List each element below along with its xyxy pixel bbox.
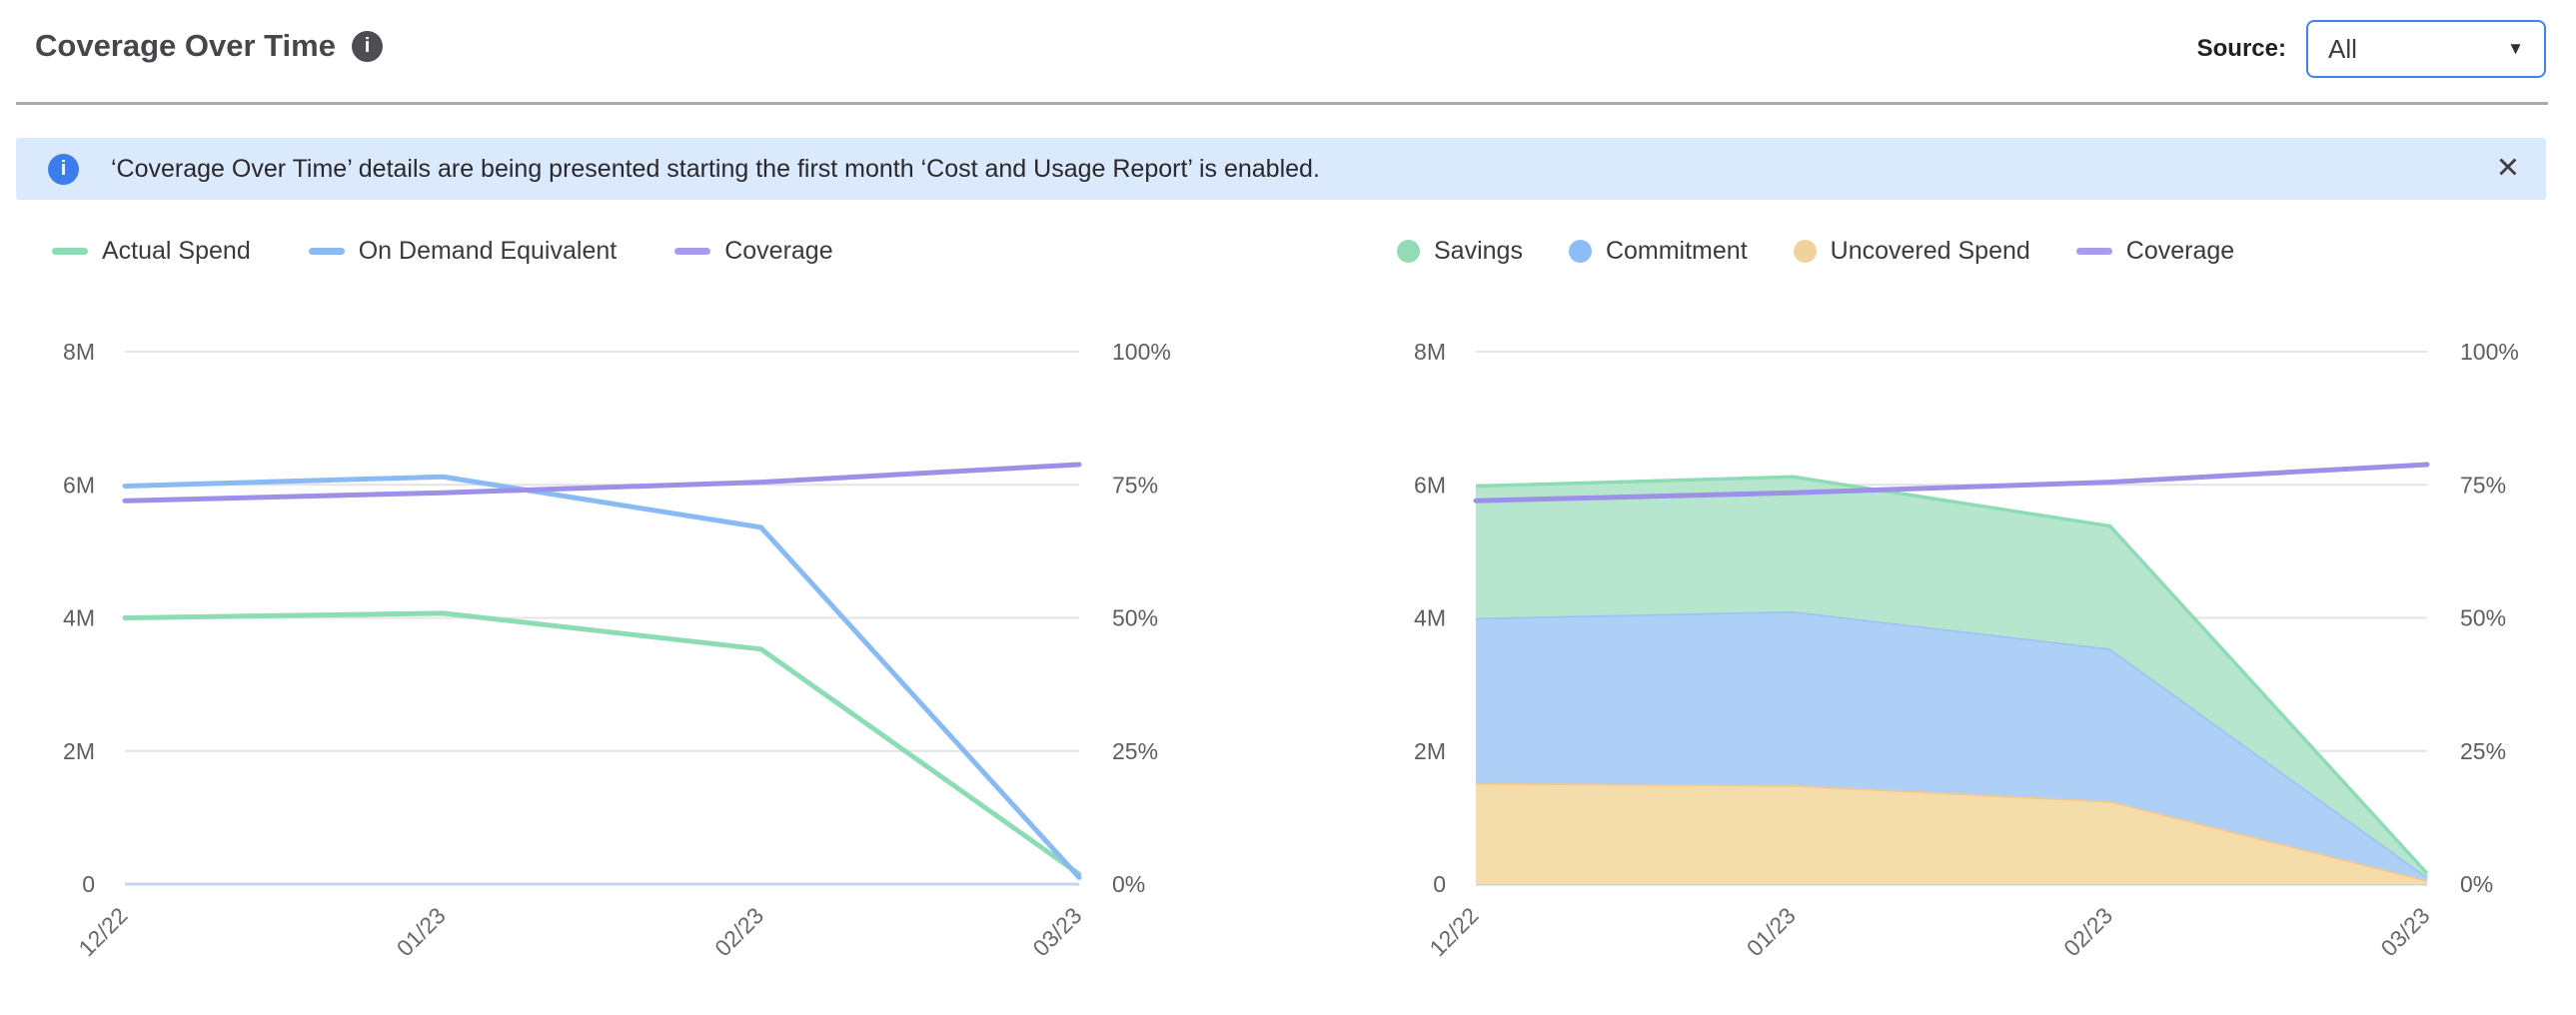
x-axis-tick: 12/22 [1424, 902, 1483, 961]
legend-item-coverage[interactable]: Coverage [674, 237, 833, 266]
y-axis-tick-right: 75% [2460, 472, 2506, 498]
legend-item-on-demand-equivalent[interactable]: On Demand Equivalent [308, 237, 618, 266]
commitment-legend-marker [1568, 240, 1592, 263]
legend-label: Commitment [1605, 237, 1748, 265]
savings-legend-marker [1397, 240, 1420, 263]
y-axis-tick-right: 100% [2460, 339, 2519, 365]
y-axis-tick-right: 25% [2460, 738, 2506, 764]
actual-spend-line [122, 610, 1082, 877]
x-axis-tick: 03/23 [2375, 902, 2434, 961]
on-demand-equivalent-legend-marker [308, 248, 345, 255]
y-axis-tick-left: 6M [63, 472, 95, 498]
right-chart: 8M 100% 6M 75% 4M 50% 2M 25% 0 0% 12/22 01/23 02/23 0… [1414, 339, 2519, 961]
y-axis-tick-right: 50% [1112, 605, 1158, 631]
source-dropdown-value: All [2328, 33, 2357, 64]
source-dropdown[interactable]: All ▼ [2306, 20, 2546, 78]
legend-label: On Demand Equivalent [358, 237, 618, 265]
legend-label: Actual Spend [102, 237, 251, 265]
banner-close-icon[interactable]: ✕ [2495, 152, 2520, 185]
banner-text: ‘Coverage Over Time’ details are being p… [111, 154, 1320, 183]
x-axis-tick: 03/23 [1027, 902, 1086, 961]
y-axis-tick-left: 2M [1414, 738, 1446, 764]
coverage-legend-marker [2075, 248, 2112, 255]
header-divider [16, 102, 2548, 105]
legend-label: Uncovered Spend [1830, 237, 2030, 265]
y-axis-tick-right: 0% [1112, 871, 1145, 897]
legend-label: Coverage [724, 237, 833, 265]
right-chart-legend: Savings Commitment Uncovered Spend Coverage [1397, 237, 2234, 266]
chevron-down-icon: ▼ [2507, 39, 2524, 58]
legend-item-coverage[interactable]: Coverage [2075, 237, 2235, 266]
x-axis-tick: 02/23 [2058, 902, 2117, 961]
commitment-area [1476, 610, 2427, 881]
legend-item-actual-spend[interactable]: Actual Spend [52, 237, 251, 266]
legend-label: Savings [1434, 237, 1523, 265]
y-axis-tick-right: 0% [2460, 871, 2493, 897]
x-axis-tick: 01/23 [392, 902, 451, 961]
legend-item-uncovered-spend[interactable]: Uncovered Spend [1793, 237, 2030, 266]
left-chart-legend: Actual Spend On Demand Equivalent Coverage [52, 237, 833, 266]
coverage-line [1473, 462, 2430, 504]
y-axis-tick-left: 8M [63, 339, 95, 365]
legend-item-commitment[interactable]: Commitment [1568, 237, 1748, 266]
savings-area-edge [1475, 475, 2429, 875]
panel-header: Coverage Over Time i [35, 28, 383, 64]
y-axis-tick-right: 25% [1112, 738, 1158, 764]
y-axis-tick-right: 100% [1112, 339, 1171, 365]
banner-info-icon: i [48, 153, 79, 185]
savings-area [1476, 477, 2427, 877]
coverage-legend-marker [674, 248, 711, 255]
y-axis-tick-right: 50% [2460, 605, 2506, 631]
y-axis-tick-left: 6M [1414, 472, 1446, 498]
on-demand-equivalent-line [122, 474, 1082, 880]
source-control: Source: All ▼ [2197, 20, 2546, 78]
x-axis-tick: 12/22 [73, 902, 132, 961]
page-title: Coverage Over Time [35, 28, 336, 63]
y-axis-tick-left: 0 [82, 871, 95, 897]
y-axis-tick-left: 4M [63, 605, 95, 631]
legend-item-savings[interactable]: Savings [1397, 237, 1523, 266]
y-axis-tick-right: 75% [1112, 472, 1158, 498]
title-info-icon[interactable]: i [351, 30, 383, 62]
actual-spend-legend-marker [52, 248, 88, 255]
uncovered-spend-area [1476, 782, 2427, 884]
x-axis-tick: 01/23 [1742, 902, 1801, 961]
y-axis-tick-left: 2M [63, 738, 95, 764]
y-axis-tick-left: 8M [1414, 339, 1446, 365]
uncovered-spend-legend-marker [1793, 240, 1817, 263]
left-chart: 8M 100% 6M 75% 4M 50% 2M 25% 0 0% 12/22 01/23 02/23 0… [63, 339, 1171, 961]
coverage-line [122, 462, 1082, 504]
x-axis-tick: 02/23 [709, 902, 768, 961]
y-axis-tick-left: 4M [1414, 605, 1446, 631]
source-label: Source: [2196, 35, 2286, 62]
y-axis-tick-left: 0 [1433, 871, 1446, 897]
info-banner: i ‘Coverage Over Time’ details are being… [16, 138, 2546, 200]
legend-label: Coverage [2125, 237, 2235, 265]
